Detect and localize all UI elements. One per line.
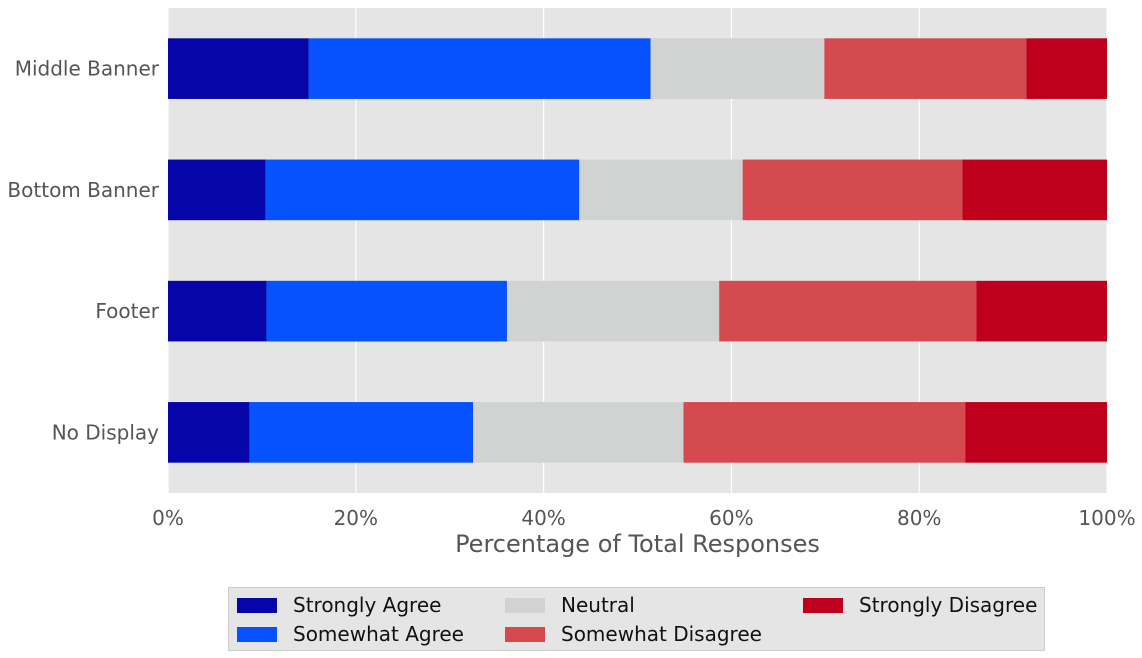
- y-tick-label: Middle Banner: [15, 57, 160, 81]
- bar-segment: [168, 280, 267, 342]
- x-tick-label: 0%: [152, 506, 184, 530]
- bar-segment: [249, 402, 474, 463]
- legend-swatch: [803, 597, 843, 613]
- legend: Strongly Agree Somewhat Agree Neutral Somew…: [228, 587, 1045, 651]
- legend-item: Somewhat Agree: [237, 622, 464, 646]
- bar-segment: [266, 280, 507, 342]
- legend-label: Neutral: [561, 593, 635, 617]
- y-tick-label: No Display: [52, 420, 159, 444]
- legend-item: Strongly Disagree: [803, 593, 1037, 617]
- legend-swatch: [505, 597, 545, 613]
- bar-segment: [579, 159, 743, 221]
- bar-segment: [976, 280, 1107, 342]
- bar-segment: [473, 402, 684, 463]
- stacked-bar-chart: 0% 20% 40% 60% 80% 100% Middle Banner Bottom B…: [7, 8, 1136, 558]
- bar-segment: [683, 402, 966, 463]
- bar-segment: [824, 38, 1027, 99]
- legend-swatch: [237, 626, 277, 642]
- y-axis-ticks: Middle Banner Bottom Banner Footer No Displ…: [7, 57, 159, 445]
- x-tick-label: 100%: [1078, 506, 1135, 530]
- legend-label: Strongly Disagree: [859, 593, 1038, 617]
- x-tick-label: 20%: [334, 506, 378, 530]
- legend-label: Strongly Agree: [293, 593, 442, 617]
- bar-segment: [168, 159, 266, 221]
- bar-segment: [742, 159, 963, 221]
- bar-segment: [168, 38, 309, 99]
- legend-item: Somewhat Disagree: [505, 622, 762, 646]
- bar-segment: [265, 159, 580, 221]
- legend-item: Strongly Agree: [237, 593, 441, 617]
- legend-swatch: [505, 626, 545, 642]
- x-tick-label: 40%: [521, 506, 565, 530]
- x-tick-label: 60%: [709, 506, 753, 530]
- bar-segment: [965, 402, 1107, 463]
- bar-segment: [1026, 38, 1107, 99]
- bar-segment: [962, 159, 1107, 221]
- bar-segment: [719, 280, 977, 342]
- legend-item: Neutral: [505, 593, 635, 617]
- bar-segment: [506, 280, 720, 342]
- x-axis-title: Percentage of Total Responses: [455, 530, 820, 558]
- legend-swatch: [237, 597, 277, 613]
- bar-segment: [308, 38, 651, 99]
- bar-segment: [650, 38, 825, 99]
- bar-segment: [168, 402, 250, 463]
- legend-label: Somewhat Agree: [293, 622, 464, 646]
- x-tick-label: 80%: [897, 506, 941, 530]
- y-tick-label: Footer: [95, 299, 159, 323]
- x-axis-ticks: 0% 20% 40% 60% 80% 100%: [152, 506, 1135, 530]
- y-tick-label: Bottom Banner: [7, 178, 159, 202]
- legend-label: Somewhat Disagree: [561, 622, 762, 646]
- bars: [168, 38, 1107, 463]
